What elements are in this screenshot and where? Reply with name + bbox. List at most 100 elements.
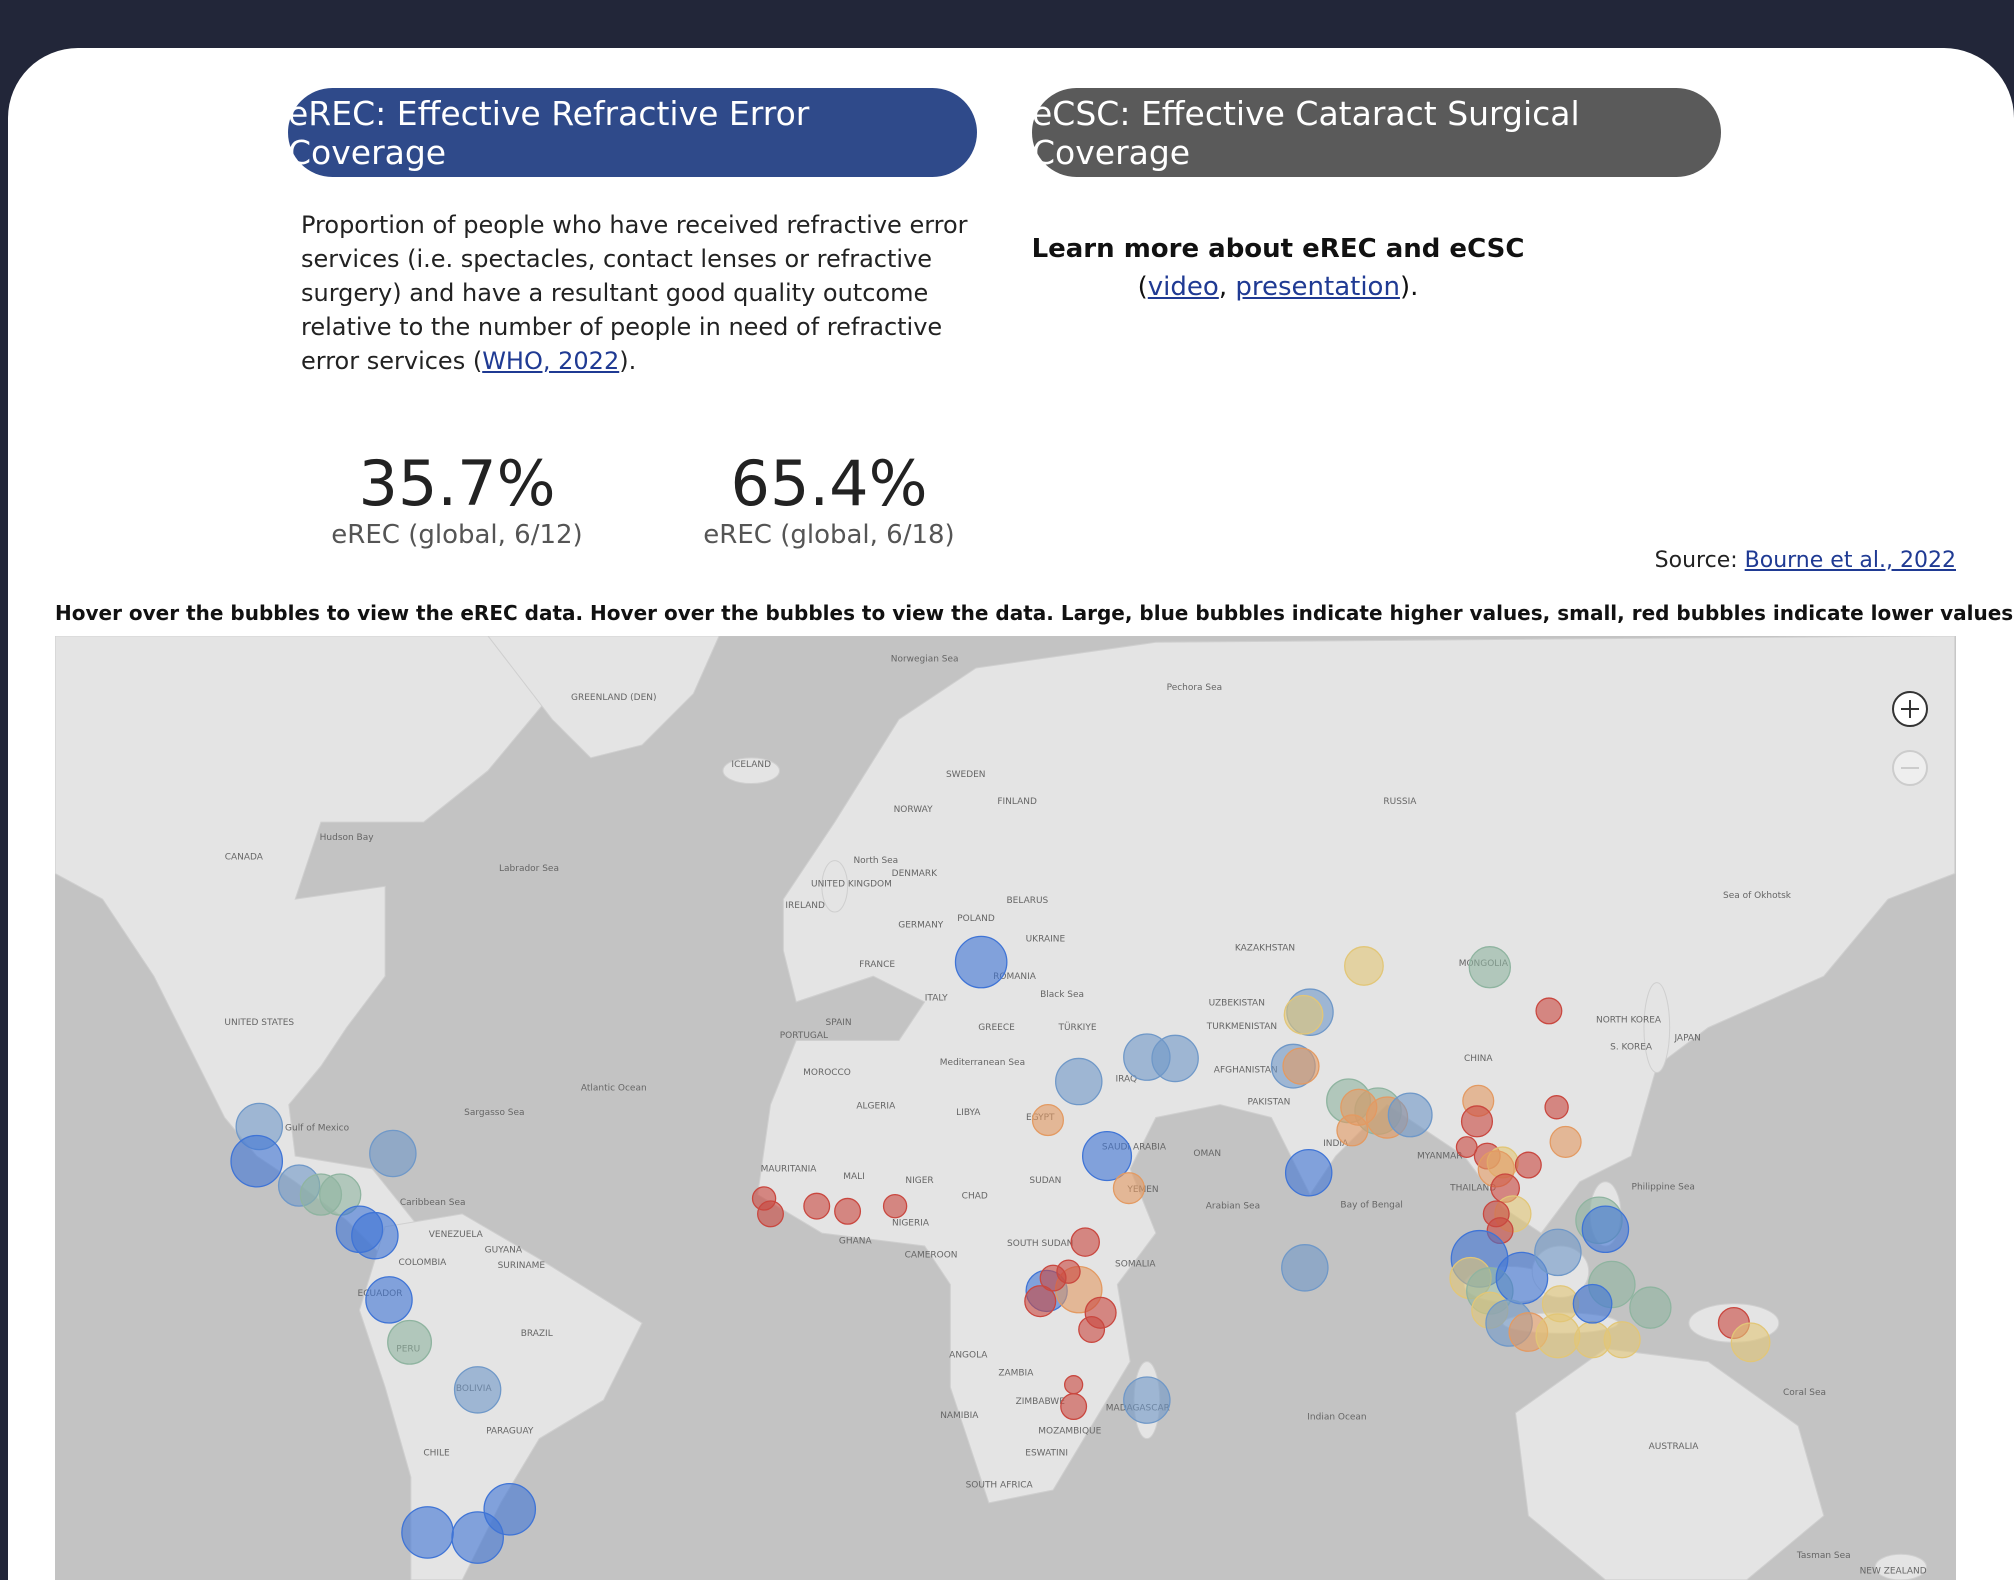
bubble xyxy=(401,1506,454,1559)
bubble xyxy=(1514,1151,1542,1179)
map-label: Bay of Bengal xyxy=(1340,1200,1402,1210)
land xyxy=(55,636,553,1266)
map-label: Gulf of Mexico xyxy=(285,1123,349,1133)
learn-links: (video, presentation). xyxy=(1018,268,1538,306)
bubble xyxy=(757,1200,784,1228)
map-label: ESWATINI xyxy=(1025,1448,1068,1458)
map-label: S. KOREA xyxy=(1610,1042,1653,1052)
map-label: KAZAKHSTAN xyxy=(1235,944,1295,954)
map-label: GHANA xyxy=(839,1236,873,1246)
stat-value: 65.4% xyxy=(730,447,928,520)
map-label: ZAMBIA xyxy=(998,1369,1034,1379)
map-label: NORTH KOREA xyxy=(1596,1015,1662,1025)
map-label: North Sea xyxy=(853,856,898,866)
map-label: SAUDI ARABIA xyxy=(1102,1143,1167,1153)
land xyxy=(821,860,849,913)
paren: ( xyxy=(1137,272,1148,302)
map-label: NEW ZEALAND xyxy=(1860,1567,1927,1577)
map-label: UZBEKISTAN xyxy=(1209,999,1265,1009)
stat: 65.4% eREC (global, 6/18) xyxy=(669,447,989,551)
bubble xyxy=(1468,946,1512,989)
land xyxy=(1514,1348,1825,1580)
map-label: UNITED STATES xyxy=(224,1018,294,1028)
map-label: PARAGUAY xyxy=(486,1427,534,1437)
map[interactable]: GREENLAND (DEN) Norwegian Sea Pechora Sea I… xyxy=(55,636,1956,1580)
map-label: COLOMBIA xyxy=(398,1258,447,1268)
bubble xyxy=(1078,1315,1106,1343)
bubble xyxy=(1081,1131,1133,1182)
tab-ecsc[interactable]: eCSC: Effective Cataract Surgical Covera… xyxy=(1032,88,1721,177)
land xyxy=(1643,982,1671,1074)
map-label: TURKMENISTAN xyxy=(1206,1022,1277,1032)
map-label: NORWAY xyxy=(894,805,934,815)
bubble xyxy=(365,1276,413,1324)
map-label: NAMIBIA xyxy=(940,1411,979,1421)
map-label: Philippine Sea xyxy=(1632,1182,1695,1192)
bubble xyxy=(1112,1172,1145,1205)
bubble xyxy=(882,1193,908,1219)
map-label: Black Sea xyxy=(1040,990,1084,1000)
description: Proportion of people who have received r… xyxy=(301,208,981,378)
map-label: Coral Sea xyxy=(1783,1388,1826,1398)
bubble xyxy=(1055,1057,1103,1106)
bubble xyxy=(1282,1047,1320,1085)
map-label: BELARUS xyxy=(1007,896,1049,906)
map-label: Sea of Okhotsk xyxy=(1723,891,1792,901)
map-label: ICELAND xyxy=(731,760,771,770)
map-label: Indian Ocean xyxy=(1307,1412,1366,1422)
map-label: UNITED KINGDOM xyxy=(811,879,892,889)
separator: , xyxy=(1218,272,1228,302)
stat: 35.7% eREC (global, 6/12) xyxy=(297,448,617,551)
map-label: THAILAND xyxy=(1449,1184,1496,1194)
stat-label: eREC (global, 6/12) xyxy=(331,520,583,550)
bubble xyxy=(1070,1227,1100,1257)
learn-more: Learn more about eREC and eCSC (video, p… xyxy=(1018,230,1538,306)
zoom-in[interactable] xyxy=(1892,691,1928,727)
tab-erec[interactable]: eREC: Effective Refractive Error Coverag… xyxy=(288,88,977,177)
map-label: ZIMBABWE xyxy=(1016,1397,1066,1407)
bubble xyxy=(1730,1322,1771,1363)
map-label: IRAQ xyxy=(1116,1075,1138,1085)
link[interactable]: WHO, 2022 xyxy=(482,347,620,375)
bubble xyxy=(387,1319,433,1365)
bubble xyxy=(1123,1376,1171,1424)
bubble xyxy=(1336,1114,1369,1147)
bubble xyxy=(1151,1034,1199,1083)
map-label: Mediterranean Sea xyxy=(940,1058,1025,1068)
map-label: POLAND xyxy=(957,914,995,924)
source-prefix: Source: xyxy=(1654,548,1738,573)
description-text: Proportion of people who have received r… xyxy=(301,211,968,375)
link[interactable]: video xyxy=(1147,272,1219,302)
map-label: Arabian Sea xyxy=(1206,1202,1260,1212)
bubble xyxy=(1056,1259,1081,1284)
bubble xyxy=(1031,1104,1065,1137)
link[interactable]: Bourne et al., 2022 xyxy=(1744,548,1956,573)
bubble xyxy=(1460,1105,1494,1138)
land xyxy=(722,757,781,785)
map-label: SOUTH SUDAN xyxy=(1007,1239,1073,1249)
description-end: ). xyxy=(619,347,637,375)
learn-title: Learn more about eREC and eCSC xyxy=(1031,234,1525,264)
bubble xyxy=(1387,1092,1433,1138)
stat-label: eREC (global, 6/18) xyxy=(703,520,955,550)
bubble xyxy=(1572,1283,1613,1324)
map-label: NIGERIA xyxy=(892,1218,930,1228)
map-label: Hudson Bay xyxy=(320,833,375,843)
bubble xyxy=(1549,1125,1582,1158)
zoom-out[interactable] xyxy=(1892,750,1928,786)
bubble xyxy=(453,1366,502,1414)
source: Source: Bourne et al., 2022 xyxy=(1655,548,1956,573)
map-label: CHINA xyxy=(1464,1054,1493,1064)
bubble xyxy=(1064,1375,1084,1395)
map-label: RUSSIA xyxy=(1383,797,1417,807)
map-label: MYANMAR xyxy=(1417,1152,1463,1162)
map-label: Atlantic Ocean xyxy=(581,1084,647,1094)
map-label: Labrador Sea xyxy=(499,864,559,874)
map-label: Sargasso Sea xyxy=(464,1108,524,1118)
map-label: Norwegian Sea xyxy=(891,655,959,665)
bubble xyxy=(1060,1393,1088,1421)
map-label: SPAIN xyxy=(826,1018,852,1028)
map-label: SURINAME xyxy=(498,1261,546,1271)
link[interactable]: presentation xyxy=(1235,272,1400,302)
map-label: BRAZIL xyxy=(521,1329,553,1339)
